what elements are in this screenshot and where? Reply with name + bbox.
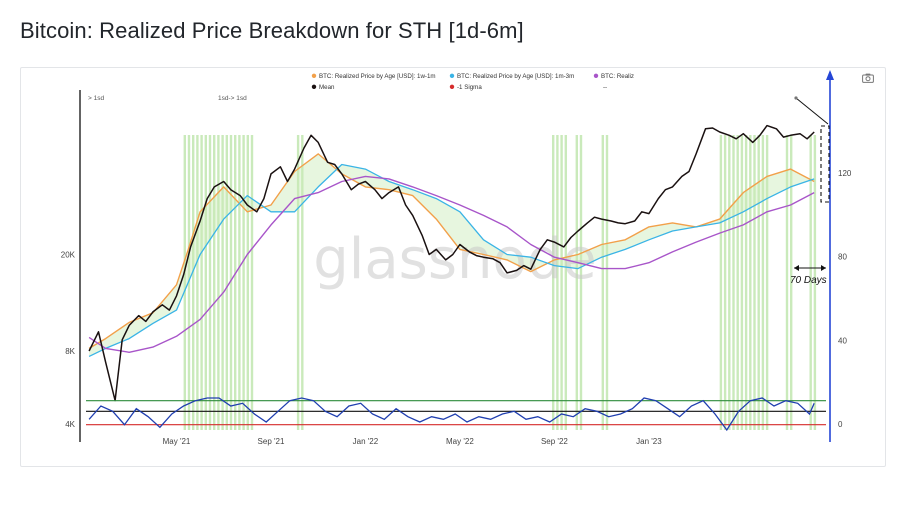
green-bar-5 (732, 135, 735, 430)
green-bar-3 (575, 135, 578, 430)
right-axis-arrow (826, 70, 834, 80)
oscillator-panel (86, 397, 826, 432)
green-bar-0 (225, 135, 228, 430)
green-bar-5 (719, 135, 723, 430)
legend-swatch (449, 73, 455, 79)
green-bar-5 (765, 135, 769, 430)
green-bar-0 (208, 135, 212, 430)
camera-icon[interactable] (862, 73, 874, 83)
right-tick-label: 120 (838, 169, 852, 178)
x-tick-label: Sep '22 (541, 437, 568, 446)
rp-1w-1m-line (88, 153, 815, 350)
legend: BTC: Realized Price by Age [USD]: 1w-1m B… (311, 73, 634, 91)
green-bar-0 (229, 135, 233, 430)
green-bar-2 (556, 135, 559, 430)
green-bar-5 (744, 135, 748, 430)
green-bar-7 (809, 135, 812, 430)
legend-label: -1 Sigma (457, 84, 482, 91)
green-bar-0 (246, 135, 249, 430)
green-bar-4 (601, 135, 604, 430)
green-bar-0 (213, 135, 216, 430)
annotation-bracket (820, 125, 830, 203)
right-tick-label: 0 (838, 420, 843, 429)
legend-label: Mean (319, 84, 335, 91)
legend-swatch (311, 84, 317, 90)
legend-label: BTC: Realized Price by Age [USD]: 1m-3m (457, 73, 574, 80)
annotation-dot (794, 96, 798, 100)
glassnode-watermark: glassnode (313, 227, 597, 292)
series-lines (88, 124, 815, 402)
green-bar-4 (605, 135, 609, 430)
green-bar-5 (723, 135, 727, 430)
green-bar-0 (238, 135, 241, 430)
green-bar-1 (296, 135, 300, 430)
green-highlight-bars (183, 135, 817, 430)
green-bar-6 (790, 135, 793, 430)
legend-swatch (311, 73, 317, 79)
green-bar-2 (560, 135, 563, 430)
rp-1m-3m-line (88, 163, 815, 357)
x-tick-label: May '21 (163, 437, 191, 446)
green-bar-2 (552, 135, 555, 430)
green-bar-0 (221, 135, 224, 430)
annotation-pointer (795, 97, 829, 125)
green-bar-5 (740, 135, 744, 430)
green-bar-0 (187, 135, 191, 430)
green-bar-3 (579, 135, 583, 430)
legend-label: -- (603, 84, 607, 91)
right-tick-label: 40 (838, 336, 847, 345)
green-bar-0 (234, 135, 237, 430)
rp-3m-6m-line (88, 175, 815, 353)
annotation-label: 70 Days (790, 275, 827, 286)
annotation-70-days: 70 Days (790, 96, 830, 286)
green-bar-5 (753, 135, 756, 430)
green-bar-5 (757, 135, 760, 430)
btc-price-line (88, 124, 815, 402)
top-tick-label: 1sd-> 1sd (218, 95, 247, 102)
x-tick-label: Sep '21 (258, 437, 285, 446)
green-bar-0 (196, 135, 199, 430)
right-tick-label: 80 (838, 253, 847, 262)
green-bar-5 (749, 135, 752, 430)
green-bar-0 (242, 135, 245, 430)
green-bar-2 (564, 135, 567, 430)
legend-swatch (449, 84, 455, 90)
axes: 20K 8K 4K 120 80 40 0 May '21 Sep '21 Jan '22 May … (61, 70, 852, 446)
green-bar-5 (728, 135, 731, 430)
legend-label: BTC: Realiz (601, 73, 634, 80)
green-bar-5 (736, 135, 739, 430)
x-tick-label: Jan '23 (636, 437, 662, 446)
green-bar-6 (785, 135, 789, 430)
green-bar-0 (217, 135, 220, 430)
top-tick-label: > 1sd (88, 95, 104, 102)
page-title: Bitcoin: Realized Price Breakdown for ST… (20, 18, 524, 43)
left-tick-label: 4K (65, 420, 75, 429)
x-tick-label: Jan '22 (353, 437, 379, 446)
left-tick-label: 8K (65, 347, 75, 356)
green-bar-0 (200, 135, 203, 430)
green-bar-0 (250, 135, 254, 430)
osc-line (88, 397, 815, 432)
legend-label: BTC: Realized Price by Age [USD]: 1w-1m (319, 73, 436, 80)
green-bar-7 (813, 135, 817, 430)
green-bar-0 (183, 135, 186, 430)
green-bar-0 (192, 135, 195, 430)
green-bar-1 (301, 135, 304, 430)
x-tick-label: May '22 (446, 437, 474, 446)
left-tick-label: 20K (61, 251, 76, 260)
green-bar-5 (761, 135, 765, 430)
legend-swatch (593, 73, 599, 79)
green-bar-0 (204, 135, 207, 430)
